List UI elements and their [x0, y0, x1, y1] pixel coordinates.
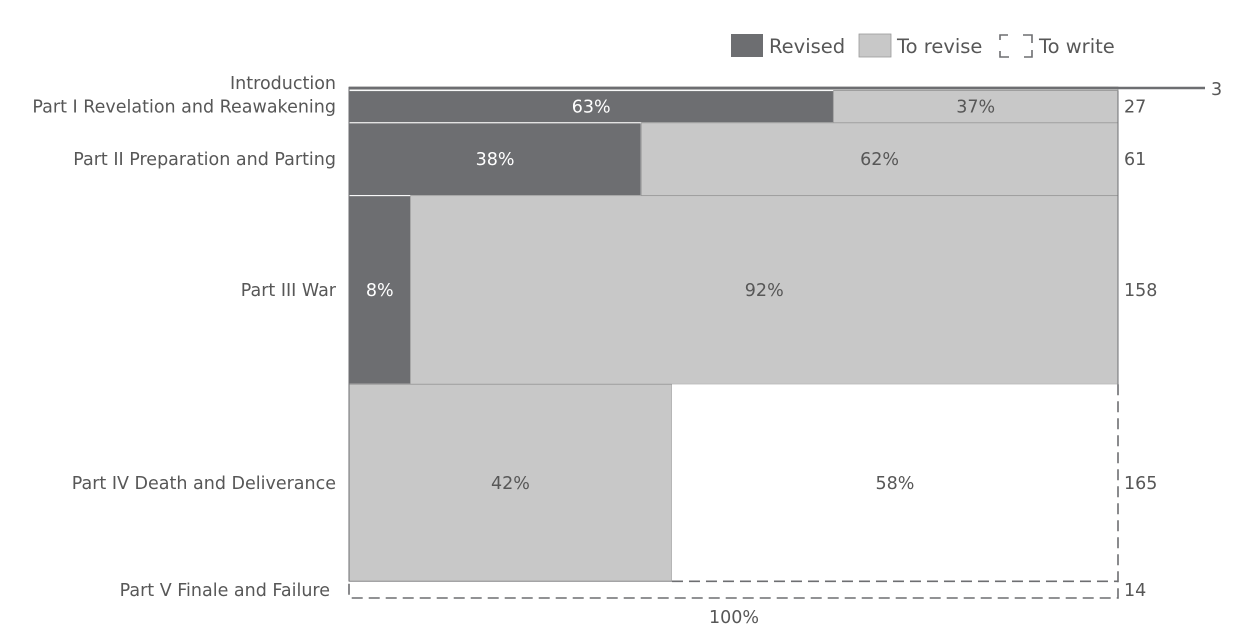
legend-item-to-write: To write	[999, 34, 1115, 58]
category-label-part-v-finale-and-failure: Part V Finale and Failure	[120, 581, 330, 601]
segment-label: 8%	[366, 281, 394, 301]
segment-label: 62%	[860, 150, 899, 170]
segment-revised-part-iii-war	[348, 195, 412, 385]
to-write-outline	[348, 87, 1119, 599]
legend-item-revised: Revised	[731, 34, 845, 58]
total-label: 14	[1124, 581, 1146, 601]
category-label-part-iv-death-and-deliverance: Part IV Death and Deliverance	[72, 474, 336, 494]
total-label: 158	[1124, 281, 1157, 301]
category-labels: Introduction Part I Revelation and Reawak…	[32, 74, 336, 601]
legend-swatch	[858, 33, 892, 58]
segment-label: 42%	[491, 474, 530, 494]
legend-label: To revise	[896, 35, 982, 58]
segment-label: 63%	[572, 98, 611, 118]
category-label-part-i-revelation-and-reawakening: Part I Revelation and Reawakening	[32, 98, 336, 118]
total-labels: 3 27 61 158 165 14	[1124, 80, 1222, 601]
total-label: 27	[1124, 98, 1146, 118]
x-axis-label: 100%	[709, 608, 759, 628]
segment-to-write-part-v-finale-and-failure	[349, 581, 1118, 598]
segment-to-revise-part-iii-war	[410, 195, 1119, 385]
total-label: 61	[1124, 150, 1146, 170]
row-part-v-finale-and-failure	[349, 581, 1118, 598]
legend-item-to-revise: To revise	[858, 33, 982, 58]
segment-label: 92%	[745, 281, 784, 301]
row-part-iv-death-and-deliverance: 42% 58%	[348, 383, 1118, 582]
category-label-introduction: Introduction	[230, 74, 336, 94]
segment-to-write-part-iv-death-and-deliverance	[671, 384, 1118, 582]
legend-swatch	[999, 34, 1033, 58]
category-label-part-ii-preparation-and-parting: Part II Preparation and Parting	[73, 150, 336, 170]
legend: Revised To revise To write	[731, 33, 1115, 58]
legend-swatch	[731, 34, 763, 57]
total-label: 3	[1211, 80, 1222, 100]
segment-label: 58%	[876, 474, 915, 494]
bars: 63% 37% 38% 62% 8% 92% 42% 58%	[348, 86, 1205, 599]
legend-label: To write	[1038, 35, 1115, 58]
segment-to-revise-part-iv-death-and-deliverance	[348, 383, 673, 582]
total-label: 165	[1124, 474, 1157, 494]
row-part-i-revelation-and-reawakening: 63% 37%	[348, 90, 1119, 124]
segment-to-revise-part-ii-preparation-and-parting	[640, 122, 1119, 197]
row-part-ii-preparation-and-parting: 38% 62%	[348, 122, 1119, 197]
legend-label: Revised	[769, 35, 845, 58]
row-part-iii-war: 8% 92%	[348, 195, 1119, 385]
category-label-part-iii-war: Part III War	[241, 281, 337, 301]
segment-label: 37%	[956, 98, 995, 118]
segment-label: 38%	[476, 150, 515, 170]
